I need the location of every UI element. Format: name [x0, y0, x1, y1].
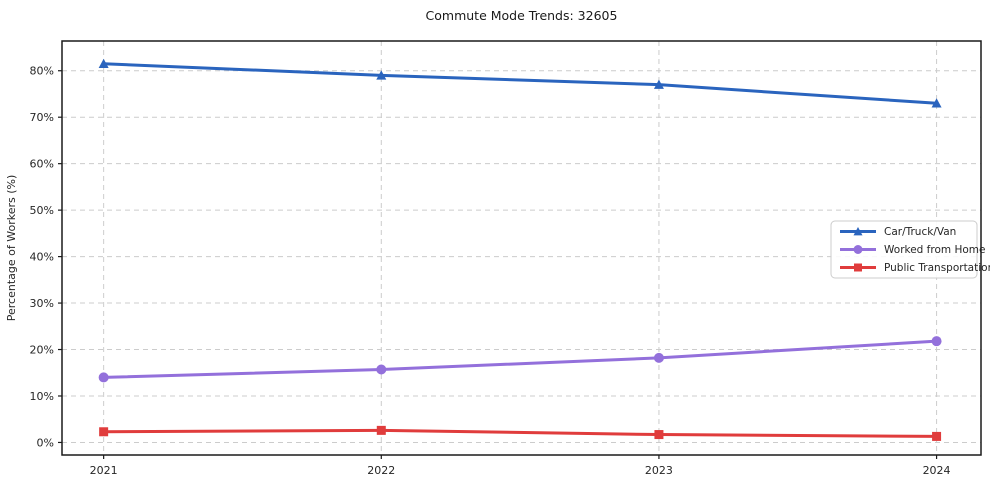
series-public-transportation	[99, 425, 942, 441]
x-tick-label: 2021	[90, 464, 118, 477]
axis-ticks	[58, 70, 938, 459]
triangle-marker	[376, 70, 387, 80]
y-tick-label: 30%	[30, 297, 54, 310]
series-car-truck-van	[98, 58, 942, 108]
legend-label: Public Transportation	[884, 262, 990, 274]
square-marker	[932, 431, 942, 441]
triangle-marker	[653, 79, 664, 89]
square-marker	[376, 425, 386, 435]
y-tick-label: 70%	[30, 111, 54, 124]
y-tick-label: 80%	[30, 65, 54, 78]
legend-label: Worked from Home	[884, 244, 985, 256]
series-worked-from-home	[98, 336, 942, 383]
circle-marker	[653, 352, 664, 363]
triangle-marker	[931, 98, 942, 108]
triangle-marker	[98, 58, 109, 69]
x-tick-label: 2022	[367, 464, 395, 477]
y-tick-label: 10%	[30, 390, 54, 403]
y-tick-label: 20%	[30, 344, 54, 357]
legend-item-car-truck-van: Car/Truck/Van	[840, 226, 956, 238]
legend-item-public-transportation: Public Transportation	[840, 262, 990, 274]
circle-marker	[853, 245, 863, 254]
y-axis-label: Percentage of Workers (%)	[5, 175, 18, 322]
triangle-marker	[853, 227, 863, 236]
plot-border	[61, 40, 982, 456]
series-line	[102, 428, 939, 438]
circle-marker	[98, 372, 109, 383]
square-marker	[99, 427, 109, 437]
series-line	[102, 62, 939, 105]
legend-label: Car/Truck/Van	[884, 226, 956, 238]
x-tick-label: 2023	[645, 464, 673, 477]
circle-marker	[931, 336, 942, 347]
y-tick-label: 60%	[30, 158, 54, 171]
square-marker	[654, 430, 664, 440]
chart-title: Commute Mode Trends: 32605	[425, 8, 618, 23]
legend-item-worked-from-home: Worked from Home	[840, 244, 985, 256]
circle-marker	[376, 364, 387, 375]
series-line	[102, 339, 939, 379]
x-tick-labels: 2021 2022 2023 2024	[90, 464, 951, 477]
square-marker	[854, 263, 862, 272]
y-tick-labels: 0% 10% 20% 30% 40% 50% 60% 70% 80%	[30, 65, 54, 450]
legend-box	[830, 220, 978, 279]
x-tick-label: 2024	[923, 464, 951, 477]
y-tick-label: 0%	[37, 436, 54, 449]
y-tick-label: 50%	[30, 204, 54, 217]
y-tick-label: 40%	[30, 251, 54, 264]
legend: Car/Truck/Van Worked from Home Public Tran…	[830, 220, 990, 279]
